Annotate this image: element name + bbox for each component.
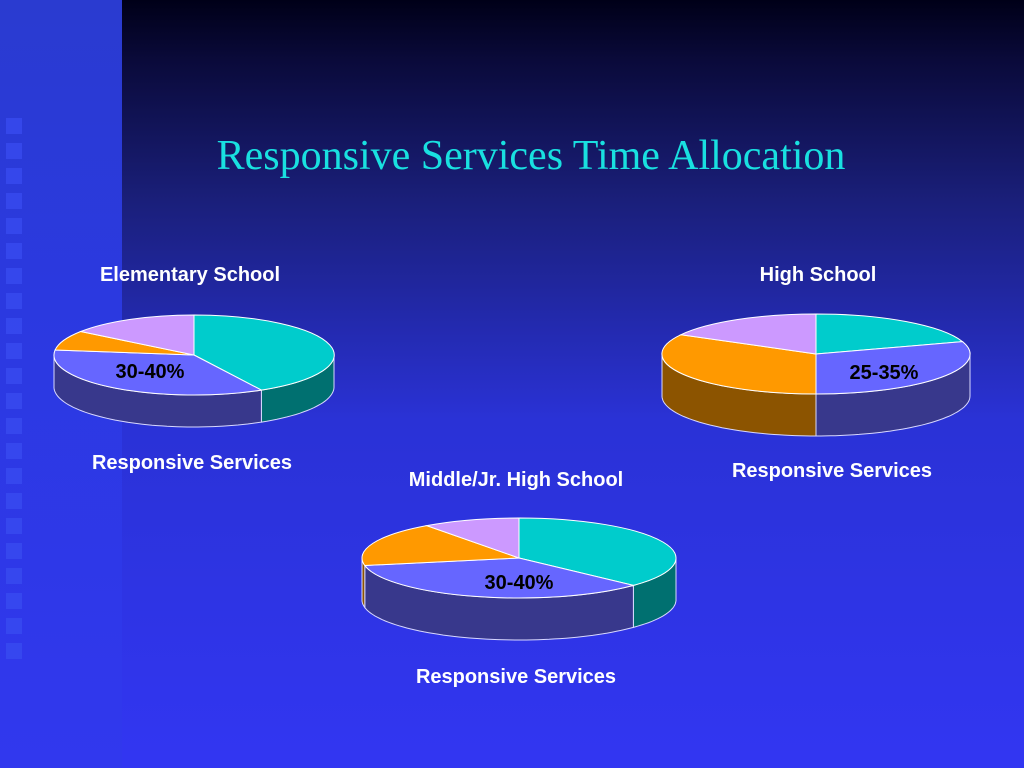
slide-title: Responsive Services Time Allocation	[216, 133, 846, 179]
pie-slice-0	[815, 313, 964, 355]
pie-slice-1	[53, 349, 263, 396]
decor-squares	[6, 118, 26, 668]
pie-slice-0	[193, 314, 335, 391]
pie-slice-2	[361, 525, 520, 567]
chart-title-middle: Middle/Jr. High School	[408, 469, 624, 491]
pie-slice-1	[815, 341, 971, 395]
chart-title-elementary: Elementary School	[99, 264, 281, 286]
pie-slice-1	[363, 557, 634, 599]
pie-slice-3	[679, 313, 817, 355]
chart-caption-high: Responsive Services	[731, 460, 933, 482]
pie-slice-3	[78, 314, 195, 356]
chart-title-high: High School	[759, 264, 877, 286]
pie-slice-3	[424, 517, 520, 559]
pie-percent-label: 25-35%	[850, 362, 919, 384]
pie-slice-0	[518, 517, 677, 586]
chart-caption-elementary: Responsive Services	[91, 452, 293, 474]
pie-slice-2	[661, 334, 817, 395]
pie-percent-label: 30-40%	[485, 572, 554, 594]
chart-caption-middle: Responsive Services	[415, 666, 617, 688]
pie-percent-label: 30-40%	[116, 361, 185, 383]
